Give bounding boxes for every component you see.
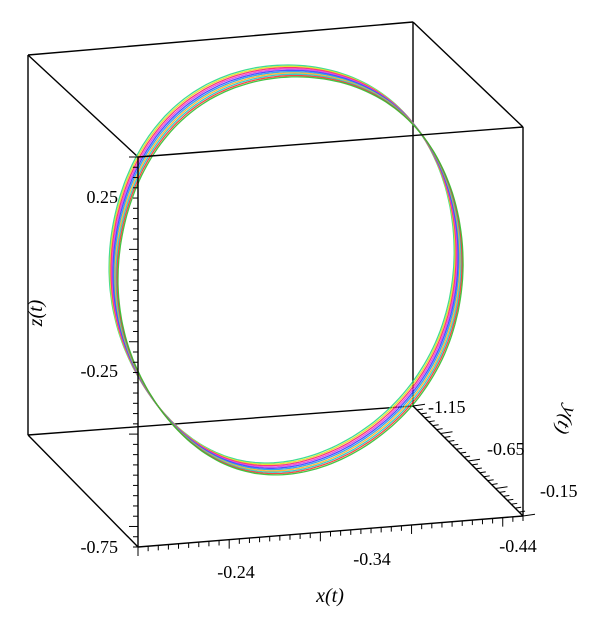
box-edge	[412, 21, 524, 128]
y-tick-mark	[444, 436, 451, 438]
z-tick-label-0: 0.25	[87, 187, 119, 207]
series-line-1	[109, 65, 456, 465]
y-tick-mark	[515, 506, 522, 509]
y-tick-mark	[495, 486, 508, 489]
bounding-box-back-edges	[27, 21, 524, 548]
series-line-9	[117, 76, 464, 476]
y-tick-mark	[475, 467, 482, 470]
y-tick-mark	[487, 479, 494, 482]
trajectory-curves	[108, 64, 464, 476]
series-line-2	[110, 66, 457, 467]
y-tick-mark	[511, 502, 518, 505]
y-tick-mark	[420, 412, 427, 415]
x-tick-label-2: -0.44	[499, 536, 537, 556]
box-edge	[27, 434, 139, 548]
box-edge	[137, 126, 524, 158]
y-tick-mark	[503, 494, 510, 497]
y-tick-label-2: -0.15	[540, 481, 578, 501]
y-axis-title: y(t)	[550, 401, 582, 437]
box-edge	[27, 405, 414, 436]
y-tick-mark	[460, 451, 467, 454]
y-tick-mark	[463, 455, 471, 458]
y-tick-mark	[436, 428, 443, 431]
y-tick-mark	[432, 424, 439, 427]
y-tick-mark	[491, 483, 498, 486]
y-tick-mark	[456, 447, 463, 450]
y-tick-mark	[416, 408, 424, 411]
y-tick-label-0: -1.15	[428, 397, 466, 417]
y-tick-mark	[483, 475, 490, 478]
y-tick-mark	[452, 443, 459, 446]
box-edge	[27, 21, 414, 56]
z-axis-title: z(t)	[25, 299, 47, 327]
series-line-7	[115, 73, 462, 473]
y-tick-mark	[448, 439, 455, 442]
x-tick-label-0: -0.24	[217, 562, 255, 582]
y-tick-mark	[412, 403, 426, 407]
x-axis-title: x(t)	[315, 585, 344, 607]
y-tick-mark	[467, 458, 481, 462]
z-tick-label-1: -0.25	[81, 361, 119, 381]
x-tick-label-1: -0.34	[353, 549, 391, 569]
series-line-6	[114, 72, 461, 472]
y-tick-mark	[507, 498, 514, 501]
series-line-0	[108, 64, 455, 464]
y-tick-mark	[499, 491, 506, 493]
box-edge	[27, 54, 139, 158]
y-tick-label-1: -0.65	[487, 439, 525, 459]
y-tick-mark	[471, 463, 479, 466]
axis-ticks	[129, 156, 536, 556]
y-tick-mark	[522, 513, 536, 517]
y-tick-mark	[428, 420, 435, 423]
z-tick-label-2: -0.75	[81, 537, 119, 557]
y-tick-mark	[440, 431, 453, 434]
y-tick-mark	[479, 471, 486, 474]
bounding-box-front-edges	[137, 126, 524, 548]
y-tick-mark	[424, 416, 431, 419]
y-tick-mark	[518, 510, 526, 513]
series-line-5	[113, 70, 460, 471]
